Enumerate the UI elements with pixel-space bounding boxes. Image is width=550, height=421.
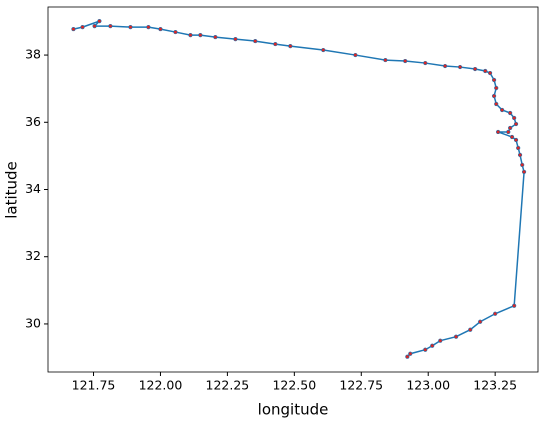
point bbox=[513, 121, 519, 127]
point bbox=[408, 351, 413, 356]
x-tick-label: 121.75 bbox=[72, 378, 116, 393]
point bbox=[508, 125, 513, 131]
point bbox=[273, 41, 278, 47]
point bbox=[423, 60, 428, 66]
point bbox=[478, 319, 483, 324]
y-axis-label: latitude bbox=[3, 161, 21, 219]
point bbox=[71, 26, 76, 32]
point bbox=[468, 327, 473, 332]
point bbox=[520, 162, 525, 168]
point bbox=[353, 52, 358, 58]
x-tick-label: 122.25 bbox=[206, 378, 250, 393]
point bbox=[453, 334, 459, 339]
y-tick-label: 30 bbox=[25, 315, 41, 330]
point bbox=[423, 347, 428, 352]
y-tick-label: 34 bbox=[25, 181, 41, 196]
x-tick-label: 123.00 bbox=[406, 378, 450, 393]
point bbox=[494, 85, 499, 91]
point bbox=[321, 47, 326, 53]
point bbox=[173, 29, 178, 35]
y-tick-label: 32 bbox=[25, 248, 41, 263]
point bbox=[506, 129, 511, 135]
point bbox=[438, 338, 443, 343]
point bbox=[288, 43, 293, 49]
point bbox=[487, 70, 493, 76]
point bbox=[493, 311, 498, 316]
x-axis-label: longitude bbox=[258, 401, 329, 419]
point bbox=[128, 24, 133, 30]
point bbox=[500, 107, 505, 113]
point bbox=[483, 68, 488, 74]
point bbox=[233, 36, 238, 42]
point bbox=[521, 169, 527, 175]
point bbox=[496, 129, 501, 135]
point bbox=[92, 23, 97, 29]
point bbox=[97, 19, 102, 24]
point bbox=[253, 38, 258, 44]
point bbox=[509, 134, 515, 140]
point bbox=[158, 26, 163, 32]
point bbox=[403, 58, 408, 64]
y-tick-label: 36 bbox=[25, 114, 41, 129]
point bbox=[198, 32, 203, 38]
point bbox=[108, 23, 113, 29]
point bbox=[491, 93, 497, 99]
point bbox=[517, 152, 523, 158]
point bbox=[516, 145, 521, 151]
point bbox=[508, 110, 513, 116]
point bbox=[512, 115, 517, 121]
plot-frame bbox=[47, 6, 539, 373]
point bbox=[512, 303, 517, 308]
point bbox=[430, 343, 435, 348]
series-line bbox=[73, 20, 525, 358]
x-tick-label: 123.25 bbox=[473, 378, 517, 393]
point bbox=[457, 64, 463, 70]
point bbox=[146, 24, 151, 30]
point bbox=[494, 101, 499, 107]
point bbox=[405, 354, 410, 359]
x-tick-label: 122.50 bbox=[272, 378, 316, 393]
point bbox=[442, 63, 448, 69]
point bbox=[80, 24, 85, 30]
x-tick-label: 122.00 bbox=[139, 378, 183, 393]
x-tick-label: 122.75 bbox=[339, 378, 383, 393]
point bbox=[491, 77, 497, 83]
point bbox=[472, 66, 478, 72]
y-tick-label: 38 bbox=[25, 47, 41, 62]
point bbox=[513, 137, 519, 143]
point bbox=[383, 57, 388, 63]
point bbox=[188, 32, 193, 38]
point bbox=[213, 34, 218, 40]
